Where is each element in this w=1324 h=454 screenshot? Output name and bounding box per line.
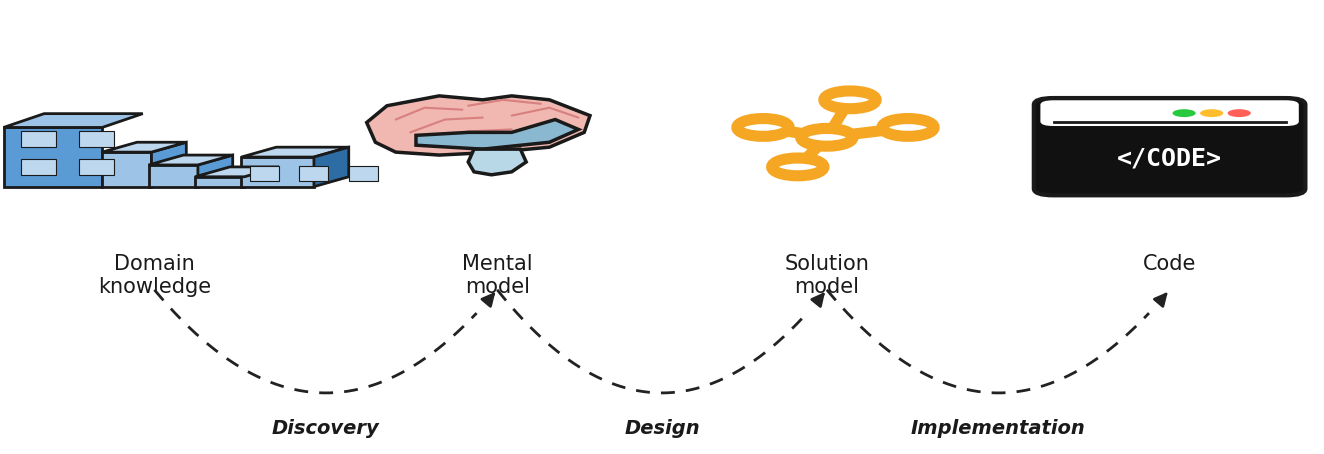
Polygon shape — [21, 131, 56, 147]
Circle shape — [801, 128, 853, 146]
Polygon shape — [79, 159, 114, 175]
Circle shape — [1200, 109, 1223, 117]
FancyBboxPatch shape — [1034, 98, 1305, 195]
Polygon shape — [4, 114, 143, 128]
Polygon shape — [469, 149, 526, 175]
Polygon shape — [241, 147, 348, 157]
Polygon shape — [241, 157, 314, 187]
Polygon shape — [197, 155, 233, 187]
Polygon shape — [102, 142, 187, 152]
Text: Design: Design — [624, 419, 700, 438]
Polygon shape — [21, 159, 56, 175]
Polygon shape — [4, 128, 102, 187]
Polygon shape — [102, 152, 151, 187]
Text: Implementation: Implementation — [911, 419, 1086, 438]
Text: Code: Code — [1143, 254, 1197, 274]
Circle shape — [882, 118, 935, 136]
Polygon shape — [195, 167, 279, 177]
FancyBboxPatch shape — [1041, 100, 1299, 126]
Circle shape — [1227, 109, 1251, 117]
Polygon shape — [195, 177, 245, 187]
Text: </CODE>: </CODE> — [1117, 147, 1222, 170]
Polygon shape — [79, 131, 114, 147]
Polygon shape — [245, 167, 279, 187]
Polygon shape — [314, 147, 348, 187]
Polygon shape — [416, 119, 579, 149]
Circle shape — [824, 91, 876, 109]
Polygon shape — [348, 166, 377, 181]
Circle shape — [737, 118, 789, 136]
Polygon shape — [299, 166, 328, 181]
Text: Discovery: Discovery — [271, 419, 380, 438]
Text: Domain
knowledge: Domain knowledge — [98, 254, 211, 297]
Text: Solution
model: Solution model — [784, 254, 870, 297]
Polygon shape — [367, 96, 591, 155]
Polygon shape — [151, 142, 187, 187]
Polygon shape — [250, 166, 279, 181]
Circle shape — [1173, 109, 1196, 117]
Polygon shape — [148, 165, 197, 187]
Circle shape — [772, 158, 824, 176]
Text: Mental
model: Mental model — [462, 254, 532, 297]
Polygon shape — [148, 155, 233, 165]
